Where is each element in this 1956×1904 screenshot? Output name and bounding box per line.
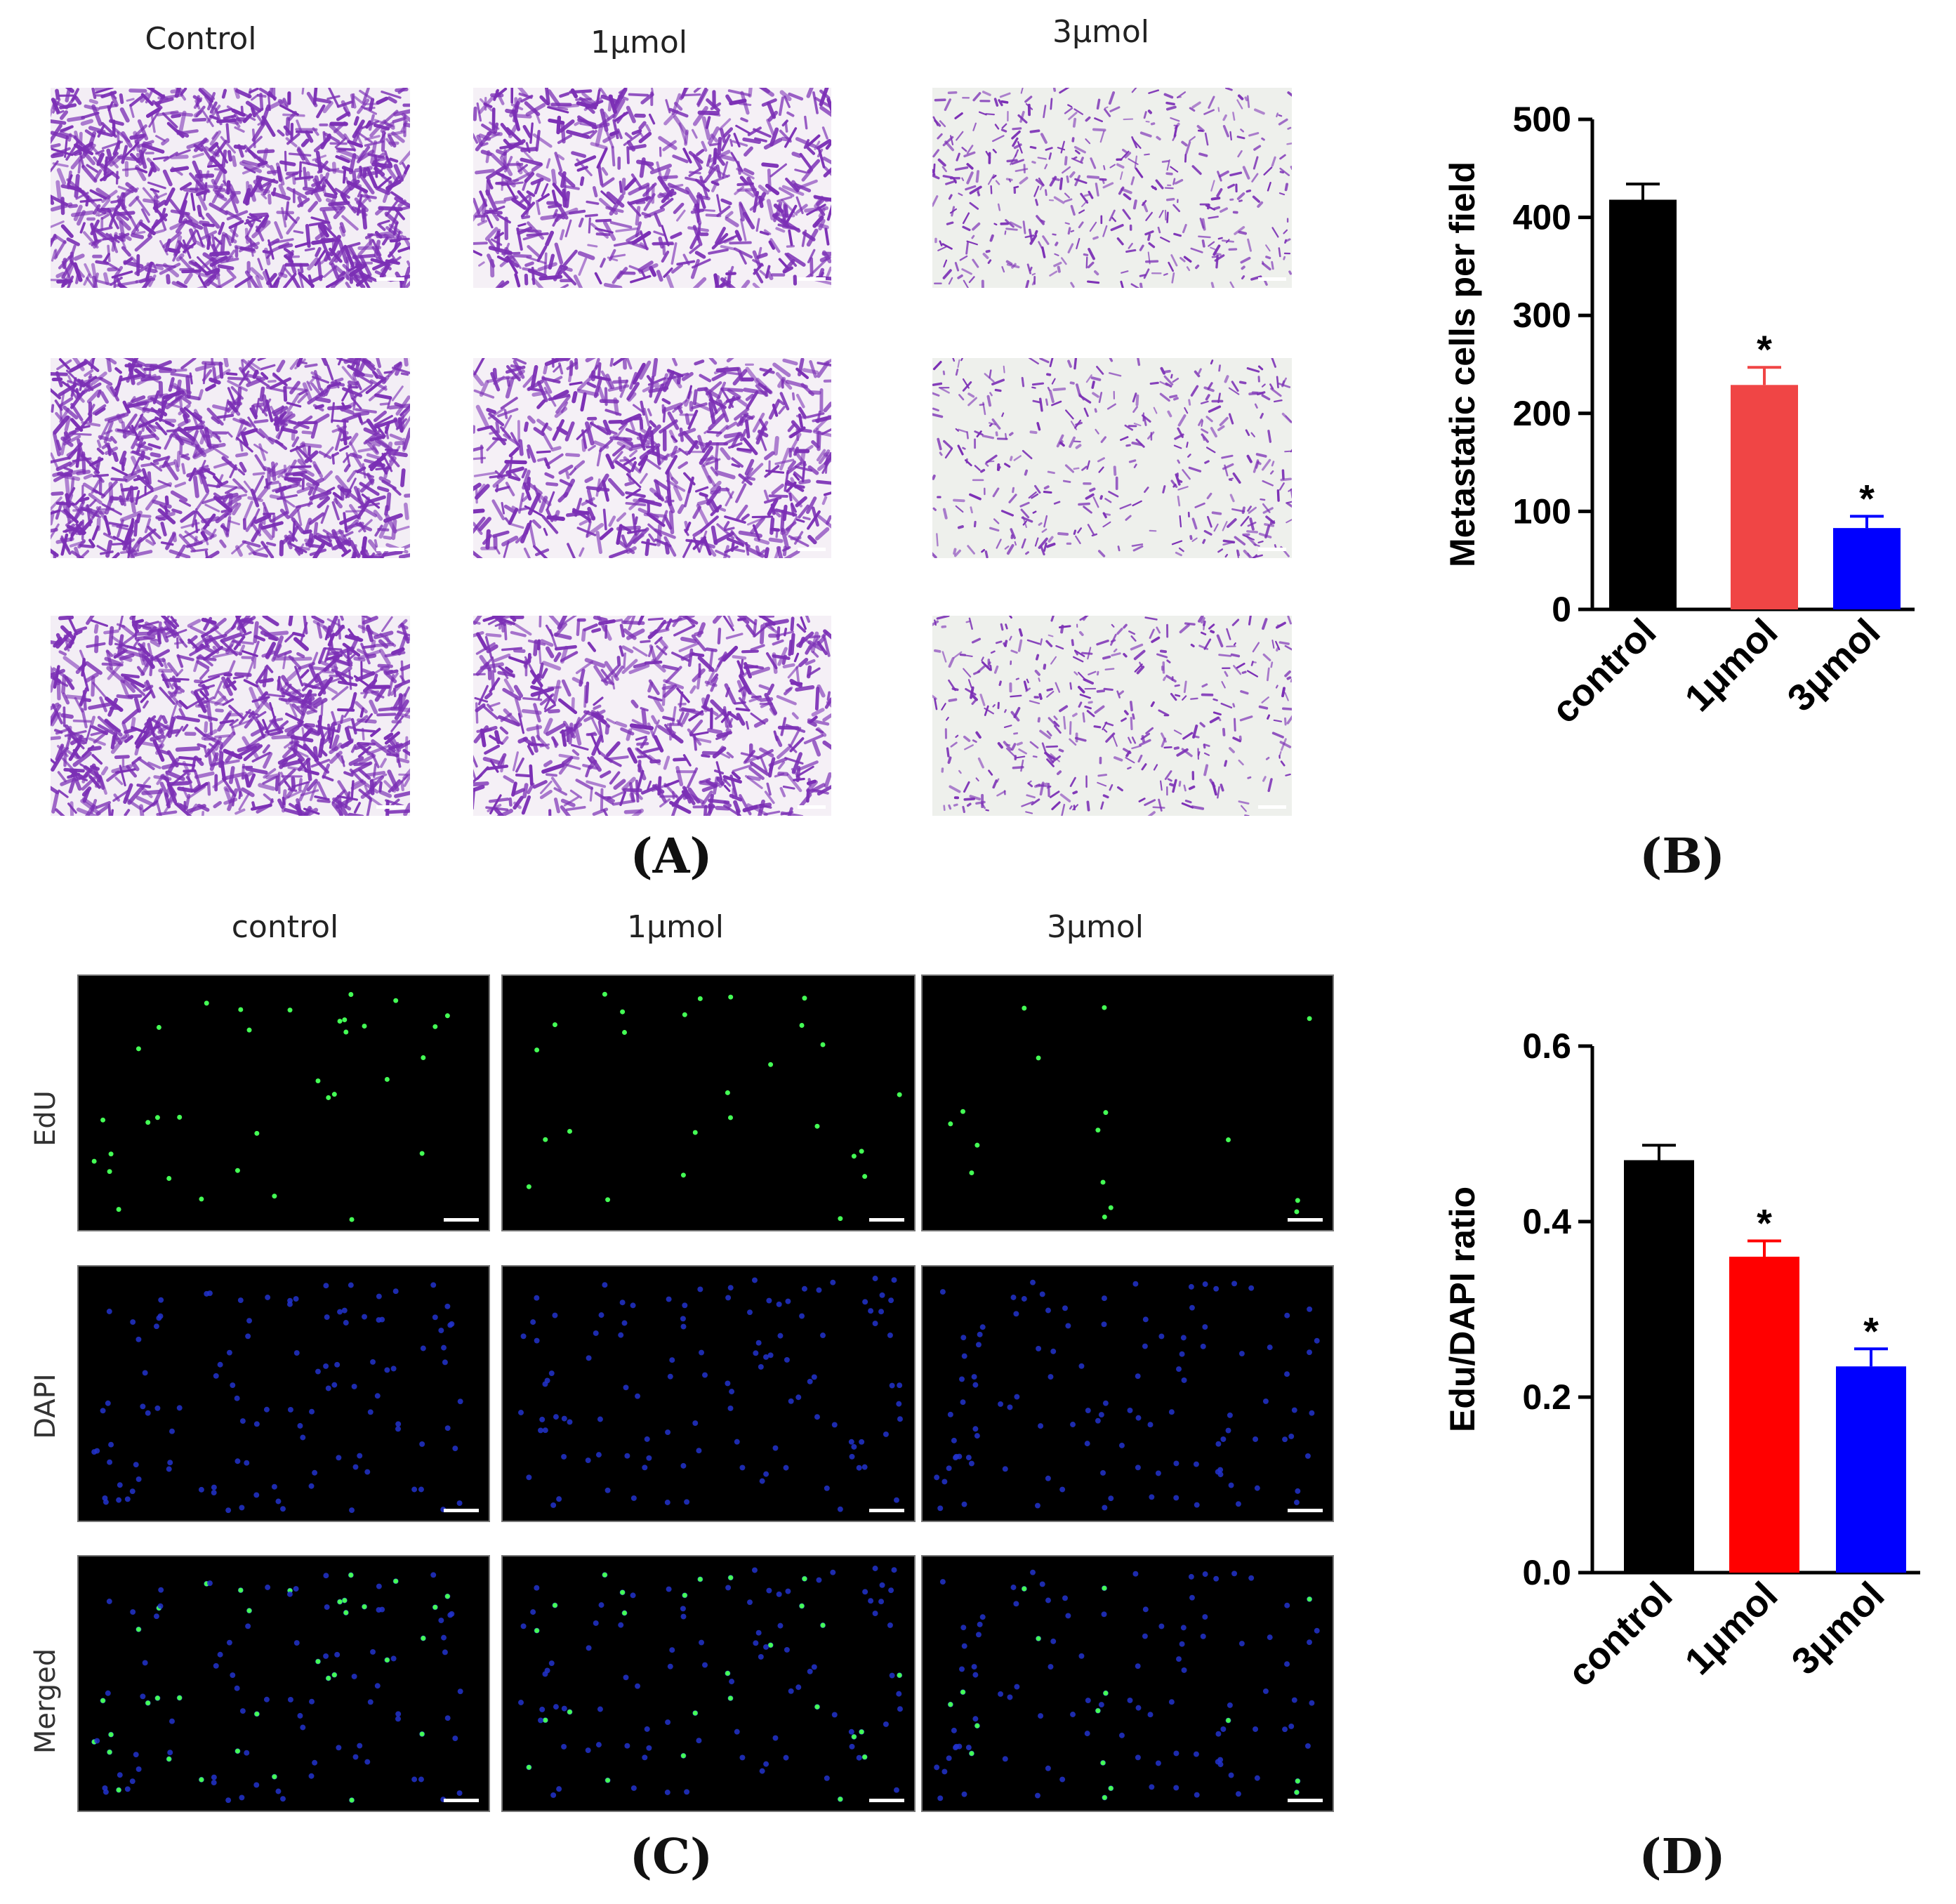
panel-c-col-control: control [231,909,339,945]
panel-b-bar-chart: 0 100 200 300 400 500 Metastatic cells per fie… [1443,100,1915,732]
bar-1μmol [1729,1257,1799,1573]
bar-1μmol [1731,385,1798,609]
scale-bar [798,277,826,281]
bar-control [1609,199,1677,609]
panel-c-row-dapi: DAPI [29,1373,62,1439]
scale-bar [1258,548,1286,551]
scale-bar [376,277,404,281]
scale-bar [869,1218,904,1222]
y-tick-label: 0.4 [1522,1202,1571,1241]
scale-bar [376,805,404,809]
scale-bar [376,548,404,551]
significance-marker: * [1757,327,1772,371]
fluorescence-micrograph [501,1265,916,1522]
transwell-micrograph [932,358,1292,558]
x-tick-label: 1μmol [1677,1574,1786,1683]
y-tick-label: 200 [1513,394,1571,433]
transwell-micrograph [473,358,831,558]
panel-b-chart: 0 100 200 300 400 500 Metastatic cells per fie… [1432,91,1952,793]
x-tick-label: 3μmol [1780,611,1889,720]
scale-bar [1258,805,1286,809]
fluorescence-micrograph [921,1555,1334,1812]
scale-bar [798,805,826,809]
y-axis-label: Edu/DAPI ratio [1443,1186,1482,1432]
transwell-micrograph [473,88,831,288]
scale-bar [798,548,826,551]
x-tick-label: control [1560,1574,1681,1695]
bar-3μmol [1833,528,1901,609]
y-tick-label: 0.2 [1522,1377,1571,1417]
panel-c-label: (C) [629,1829,713,1885]
transwell-micrograph [51,358,410,558]
transwell-micrograph [932,88,1292,288]
x-tick-label: 1μmol [1677,611,1786,720]
panel-c-row-merged: Merged [29,1648,62,1754]
panel-c-row-edu: EdU [29,1090,62,1146]
transwell-micrograph [932,616,1292,816]
panel-d-chart: 0.0 0.2 0.4 0.6 Edu/DAPI ratio control * 1μmol *… [1432,1011,1952,1769]
panel-a-label: (A) [630,828,713,885]
y-tick-label: 500 [1513,100,1571,139]
transwell-micrograph [51,88,410,288]
panel-b-label: (B) [1639,828,1725,885]
panel-c-col-1umol: 1μmol [627,909,724,945]
panel-c-col-3umol: 3μmol [1047,909,1144,945]
panel-a-col-1umol: 1μmol [590,25,687,60]
scale-bar [444,1218,479,1222]
y-tick-label: 100 [1513,491,1571,531]
significance-marker: * [1859,476,1875,520]
y-axis-label: Metastatic cells per field [1443,161,1482,567]
panel-a-col-control: Control [145,21,257,57]
y-tick-label: 0.0 [1522,1553,1571,1592]
bar-control [1624,1160,1694,1573]
scale-bar [444,1509,479,1512]
fluorescence-micrograph [501,1555,916,1812]
scale-bar [1258,277,1286,281]
scale-bar [869,1509,904,1512]
significance-marker: * [1863,1309,1879,1353]
y-tick-label: 300 [1513,296,1571,335]
scale-bar [1288,1799,1323,1802]
scale-bar [1288,1509,1323,1512]
fluorescence-micrograph [77,974,490,1231]
fluorescence-micrograph [77,1265,490,1522]
panel-d-label: (D) [1639,1829,1726,1885]
bar-3μmol [1836,1366,1906,1573]
transwell-micrograph [51,616,410,816]
significance-marker: * [1757,1201,1772,1245]
scale-bar [869,1799,904,1802]
transwell-micrograph [473,616,831,816]
y-tick-label: 400 [1513,198,1571,237]
fluorescence-micrograph [77,1555,490,1812]
x-tick-label: 3μmol [1784,1574,1893,1683]
y-tick-label: 0.6 [1522,1026,1571,1066]
fluorescence-micrograph [921,1265,1334,1522]
fluorescence-micrograph [501,974,916,1231]
y-tick-label: 0 [1552,590,1571,629]
scale-bar [1288,1218,1323,1222]
panel-a-col-3umol: 3μmol [1052,14,1149,50]
scale-bar [444,1799,479,1802]
panel-d-bar-chart: 0.0 0.2 0.4 0.6 Edu/DAPI ratio control * 1μmol *… [1443,1026,1920,1695]
fluorescence-micrograph [921,974,1334,1231]
